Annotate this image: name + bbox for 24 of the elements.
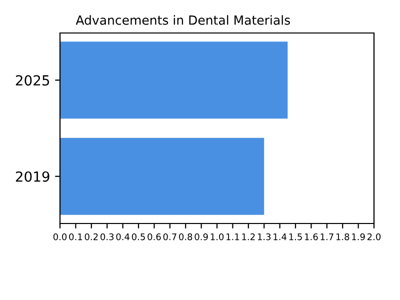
x-tick-label: 1.7 bbox=[320, 234, 334, 240]
x-tick-label: 0.9 bbox=[194, 233, 208, 240]
x-tick-label: 1.5 bbox=[289, 234, 302, 240]
x-tick-label: 1.2 bbox=[242, 233, 255, 240]
x-tick-label: 1.3 bbox=[258, 233, 271, 240]
x-tick-label: 1.4 bbox=[274, 234, 286, 240]
x-tick-label: 1.9 bbox=[352, 233, 365, 240]
x-tick-label: 0.6 bbox=[148, 233, 161, 240]
x-tick-label: 1.1 bbox=[226, 234, 240, 240]
x-tick-label: 1.8 bbox=[336, 233, 350, 240]
x-tick-label: 0.4 bbox=[116, 233, 130, 240]
x-tick-label: 0.3 bbox=[100, 233, 114, 240]
x-tick-label: 2.0 bbox=[367, 233, 381, 240]
x-tick-label: 0.5 bbox=[132, 233, 145, 240]
x-tick-label: 0.1 bbox=[69, 233, 82, 240]
y-tick-label: 2019 bbox=[16, 171, 50, 182]
x-tick-label: 1.0 bbox=[210, 233, 224, 240]
y-tick-label: 2025 bbox=[16, 75, 50, 86]
x-tick-label: 0.7 bbox=[163, 233, 176, 240]
x-tick-label: 0.0 bbox=[53, 233, 67, 240]
x-tick-label: 1.6 bbox=[305, 233, 318, 240]
chart-title: Advancements in Dental Materials bbox=[76, 15, 290, 25]
x-tick-label: 0.2 bbox=[84, 233, 98, 240]
x-tick-label: 0.8 bbox=[179, 233, 192, 240]
